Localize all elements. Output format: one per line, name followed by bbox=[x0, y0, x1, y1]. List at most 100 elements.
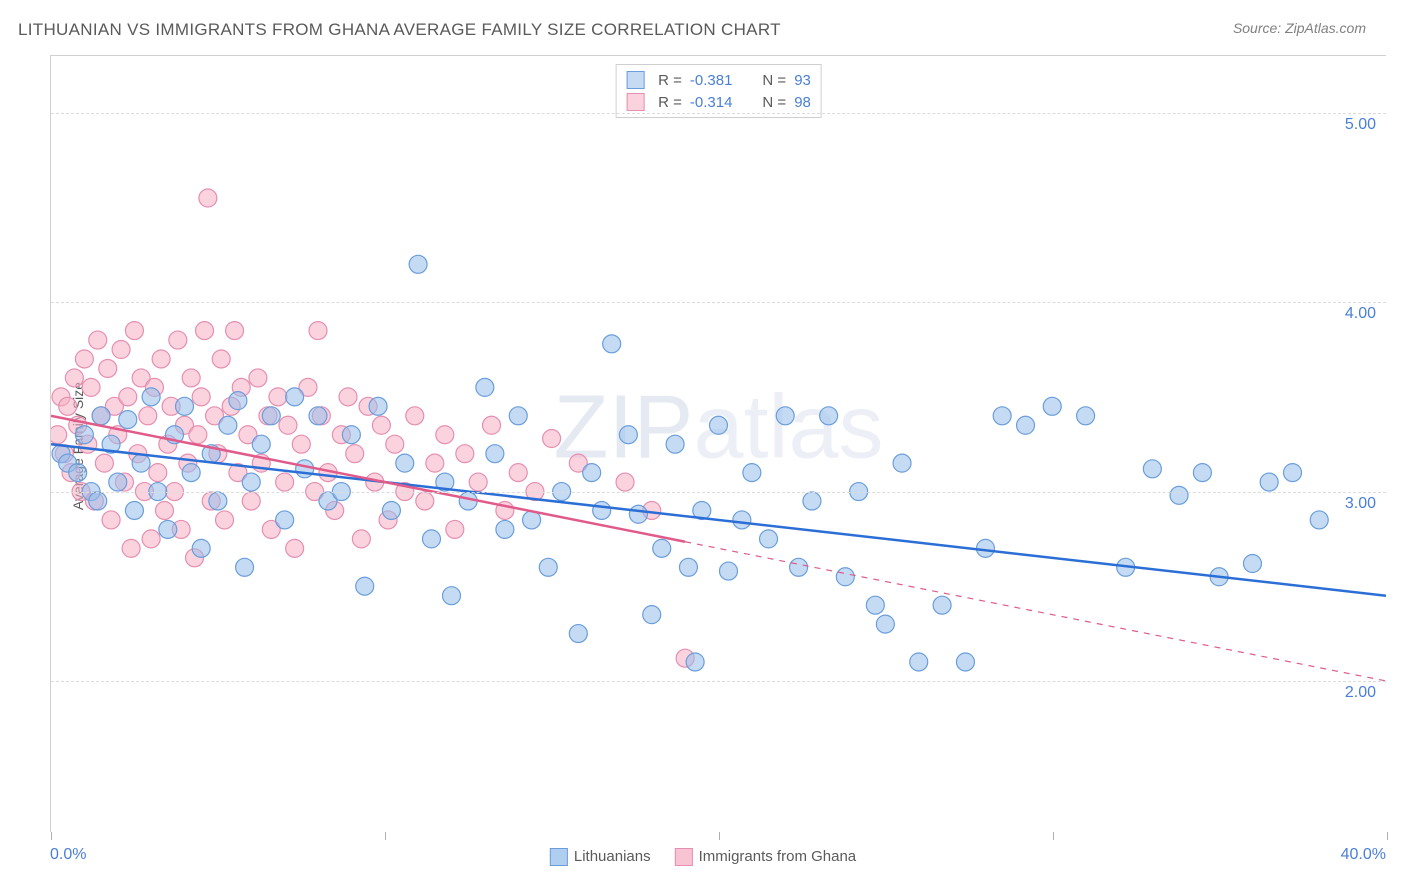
data-point-lithuanians bbox=[236, 558, 254, 576]
data-point-ghana bbox=[182, 369, 200, 387]
data-point-lithuanians bbox=[276, 511, 294, 529]
data-point-lithuanians bbox=[342, 426, 360, 444]
data-point-ghana bbox=[112, 341, 130, 359]
swatch-icon bbox=[550, 848, 568, 866]
data-point-ghana bbox=[99, 359, 117, 377]
data-point-ghana bbox=[152, 350, 170, 368]
gridline-h bbox=[51, 681, 1386, 682]
data-point-lithuanians bbox=[790, 558, 808, 576]
data-point-lithuanians bbox=[619, 426, 637, 444]
data-point-ghana bbox=[509, 464, 527, 482]
data-point-lithuanians bbox=[132, 454, 150, 472]
data-point-ghana bbox=[386, 435, 404, 453]
data-point-lithuanians bbox=[776, 407, 794, 425]
data-point-lithuanians bbox=[242, 473, 260, 491]
data-point-ghana bbox=[436, 426, 454, 444]
data-point-ghana bbox=[95, 454, 113, 472]
scatter-plot-svg bbox=[51, 56, 1386, 832]
x-tick bbox=[1053, 832, 1054, 840]
swatch-icon bbox=[626, 93, 644, 111]
data-point-lithuanians bbox=[1193, 464, 1211, 482]
data-point-lithuanians bbox=[1143, 460, 1161, 478]
data-point-lithuanians bbox=[679, 558, 697, 576]
corr-row-lithuanians: R = -0.381N = 93 bbox=[626, 69, 811, 91]
data-point-lithuanians bbox=[910, 653, 928, 671]
data-point-lithuanians bbox=[296, 460, 314, 478]
data-point-ghana bbox=[346, 445, 364, 463]
data-point-ghana bbox=[122, 539, 140, 557]
data-point-lithuanians bbox=[1043, 397, 1061, 415]
data-point-ghana bbox=[249, 369, 267, 387]
correlation-legend: R = -0.381N = 93R = -0.314N = 98 bbox=[615, 64, 822, 118]
data-point-lithuanians bbox=[509, 407, 527, 425]
data-point-ghana bbox=[309, 322, 327, 340]
data-point-lithuanians bbox=[422, 530, 440, 548]
data-point-ghana bbox=[446, 520, 464, 538]
data-point-lithuanians bbox=[866, 596, 884, 614]
data-point-lithuanians bbox=[159, 520, 177, 538]
x-tick bbox=[51, 832, 52, 840]
data-point-ghana bbox=[226, 322, 244, 340]
y-tick-label: 4.00 bbox=[1345, 305, 1376, 323]
series-legend: Lithuanians Immigrants from Ghana bbox=[550, 848, 856, 866]
data-point-lithuanians bbox=[743, 464, 761, 482]
gridline-h bbox=[51, 302, 1386, 303]
y-tick-label: 5.00 bbox=[1345, 116, 1376, 134]
data-point-ghana bbox=[616, 473, 634, 491]
data-point-lithuanians bbox=[593, 501, 611, 519]
data-point-ghana bbox=[286, 539, 304, 557]
data-point-ghana bbox=[89, 331, 107, 349]
data-point-ghana bbox=[469, 473, 487, 491]
data-point-lithuanians bbox=[1077, 407, 1095, 425]
data-point-lithuanians bbox=[1243, 555, 1261, 573]
data-point-ghana bbox=[279, 416, 297, 434]
data-point-lithuanians bbox=[876, 615, 894, 633]
data-point-ghana bbox=[189, 426, 207, 444]
r-value: -0.314 bbox=[690, 94, 733, 111]
data-point-ghana bbox=[139, 407, 157, 425]
data-point-ghana bbox=[155, 501, 173, 519]
data-point-lithuanians bbox=[653, 539, 671, 557]
data-point-ghana bbox=[456, 445, 474, 463]
x-tick bbox=[385, 832, 386, 840]
data-point-ghana bbox=[242, 492, 260, 510]
n-value: 93 bbox=[794, 72, 811, 89]
data-point-lithuanians bbox=[666, 435, 684, 453]
data-point-lithuanians bbox=[603, 335, 621, 353]
data-point-lithuanians bbox=[1284, 464, 1302, 482]
data-point-ghana bbox=[149, 464, 167, 482]
legend-item: Immigrants from Ghana bbox=[675, 848, 857, 866]
r-label: R = bbox=[658, 94, 682, 111]
data-point-lithuanians bbox=[476, 378, 494, 396]
data-point-lithuanians bbox=[629, 505, 647, 523]
data-point-ghana bbox=[169, 331, 187, 349]
data-point-lithuanians bbox=[286, 388, 304, 406]
data-point-lithuanians bbox=[686, 653, 704, 671]
data-point-lithuanians bbox=[486, 445, 504, 463]
data-point-ghana bbox=[82, 378, 100, 396]
x-axis-max-label: 40.0% bbox=[1341, 846, 1386, 864]
data-point-lithuanians bbox=[409, 255, 427, 273]
data-point-ghana bbox=[125, 322, 143, 340]
r-label: R = bbox=[658, 72, 682, 89]
data-point-ghana bbox=[199, 189, 217, 207]
data-point-lithuanians bbox=[733, 511, 751, 529]
legend-label: Lithuanians bbox=[574, 848, 651, 865]
swatch-icon bbox=[675, 848, 693, 866]
chart-plot-area: ZIPatlas R = -0.381N = 93R = -0.314N = 9… bbox=[50, 55, 1386, 832]
data-point-ghana bbox=[483, 416, 501, 434]
data-point-ghana bbox=[65, 369, 83, 387]
data-point-ghana bbox=[75, 350, 93, 368]
data-point-lithuanians bbox=[356, 577, 374, 595]
data-point-ghana bbox=[102, 511, 120, 529]
data-point-lithuanians bbox=[252, 435, 270, 453]
data-point-lithuanians bbox=[219, 416, 237, 434]
data-point-lithuanians bbox=[720, 562, 738, 580]
data-point-ghana bbox=[543, 430, 561, 448]
data-point-lithuanians bbox=[396, 454, 414, 472]
data-point-ghana bbox=[406, 407, 424, 425]
legend-item: Lithuanians bbox=[550, 848, 651, 866]
data-point-lithuanians bbox=[75, 426, 93, 444]
data-point-lithuanians bbox=[993, 407, 1011, 425]
chart-source: Source: ZipAtlas.com bbox=[1233, 20, 1366, 36]
